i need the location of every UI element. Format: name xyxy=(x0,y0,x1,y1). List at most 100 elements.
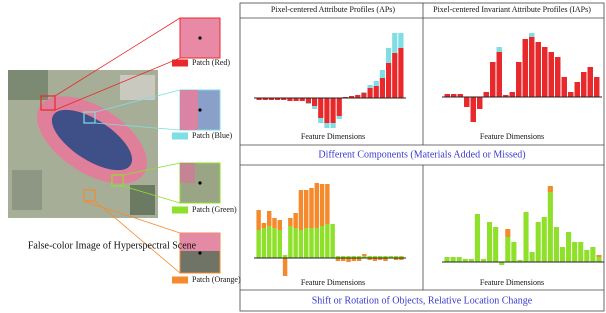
bar xyxy=(490,62,496,97)
bar xyxy=(314,228,320,258)
bar xyxy=(298,190,304,230)
bar xyxy=(451,94,457,97)
bar xyxy=(505,229,511,237)
bar xyxy=(262,98,268,100)
bar xyxy=(480,259,487,262)
bar xyxy=(311,98,318,106)
bar xyxy=(547,192,553,262)
bar xyxy=(388,256,394,258)
bar xyxy=(379,78,386,98)
legend-label: Patch (Blue) xyxy=(192,131,233,140)
bar xyxy=(299,98,305,101)
bar xyxy=(361,92,367,93)
bar xyxy=(281,98,287,100)
x-axis-label: Feature Dimensions xyxy=(480,132,544,141)
bar xyxy=(309,228,314,258)
bar xyxy=(324,98,330,123)
bar xyxy=(261,228,267,258)
marker-red xyxy=(40,95,56,111)
bar xyxy=(367,88,373,98)
bar xyxy=(542,47,548,97)
bar xyxy=(335,256,341,258)
bar xyxy=(496,47,502,52)
bar xyxy=(303,228,309,258)
bar xyxy=(377,258,383,260)
bar xyxy=(268,98,275,100)
bar xyxy=(523,212,529,262)
bar xyxy=(474,214,480,262)
column-title: Pixel-centered Attribute Profiles (APs) xyxy=(271,5,396,14)
bar xyxy=(340,256,346,258)
bar xyxy=(529,33,535,37)
bar xyxy=(596,255,602,257)
legend-swatch xyxy=(172,132,188,140)
bar xyxy=(444,257,450,262)
bar xyxy=(325,184,330,224)
x-axis-label: Feature Dimensions xyxy=(301,278,365,287)
bar xyxy=(272,218,277,228)
bar xyxy=(553,227,559,262)
bar xyxy=(311,106,318,109)
bar xyxy=(566,232,572,262)
bar xyxy=(309,188,314,228)
bar xyxy=(399,258,404,260)
bar xyxy=(535,42,541,97)
bar xyxy=(319,226,325,258)
bar xyxy=(318,118,324,123)
bar xyxy=(318,98,324,118)
bar xyxy=(383,256,388,258)
bar xyxy=(464,97,470,107)
marker-blue xyxy=(83,111,96,124)
bar xyxy=(516,62,522,97)
bar xyxy=(356,256,362,258)
bar xyxy=(385,63,392,98)
bar xyxy=(450,257,456,262)
bar xyxy=(584,250,590,262)
bar xyxy=(399,256,404,258)
bar xyxy=(261,223,267,228)
bar xyxy=(266,226,272,258)
bar xyxy=(456,257,462,262)
bar xyxy=(256,230,261,258)
bar xyxy=(457,94,463,97)
bar xyxy=(509,92,515,97)
bar xyxy=(379,70,386,78)
bar xyxy=(336,98,342,116)
bar xyxy=(355,95,361,98)
bar xyxy=(398,33,404,48)
legend-label: Patch (Red) xyxy=(192,58,230,67)
legend-swatch xyxy=(172,206,188,214)
bar xyxy=(590,247,596,262)
bar xyxy=(541,217,547,262)
bar xyxy=(529,37,535,97)
bar xyxy=(362,254,367,256)
bar xyxy=(330,98,336,123)
bar xyxy=(303,190,309,228)
bar xyxy=(574,82,580,97)
bar xyxy=(499,262,505,265)
table-frame xyxy=(239,2,605,312)
bar xyxy=(277,220,283,230)
patch-thumbnails xyxy=(179,17,221,274)
bar xyxy=(393,258,399,260)
bar xyxy=(535,222,541,262)
bar xyxy=(373,86,379,98)
legend-swatch xyxy=(172,59,188,67)
bar xyxy=(367,258,372,260)
bar xyxy=(470,97,476,122)
bar xyxy=(487,222,493,262)
bar xyxy=(529,252,535,262)
bar xyxy=(348,96,355,98)
bar xyxy=(282,258,288,276)
legend-label: Patch (Green) xyxy=(192,205,237,214)
bar xyxy=(367,256,372,258)
bar xyxy=(256,210,261,230)
marker-green xyxy=(111,174,124,187)
bar xyxy=(505,237,511,262)
bar xyxy=(314,183,320,228)
bar xyxy=(462,259,468,262)
bar xyxy=(362,256,367,258)
bar xyxy=(367,85,373,88)
